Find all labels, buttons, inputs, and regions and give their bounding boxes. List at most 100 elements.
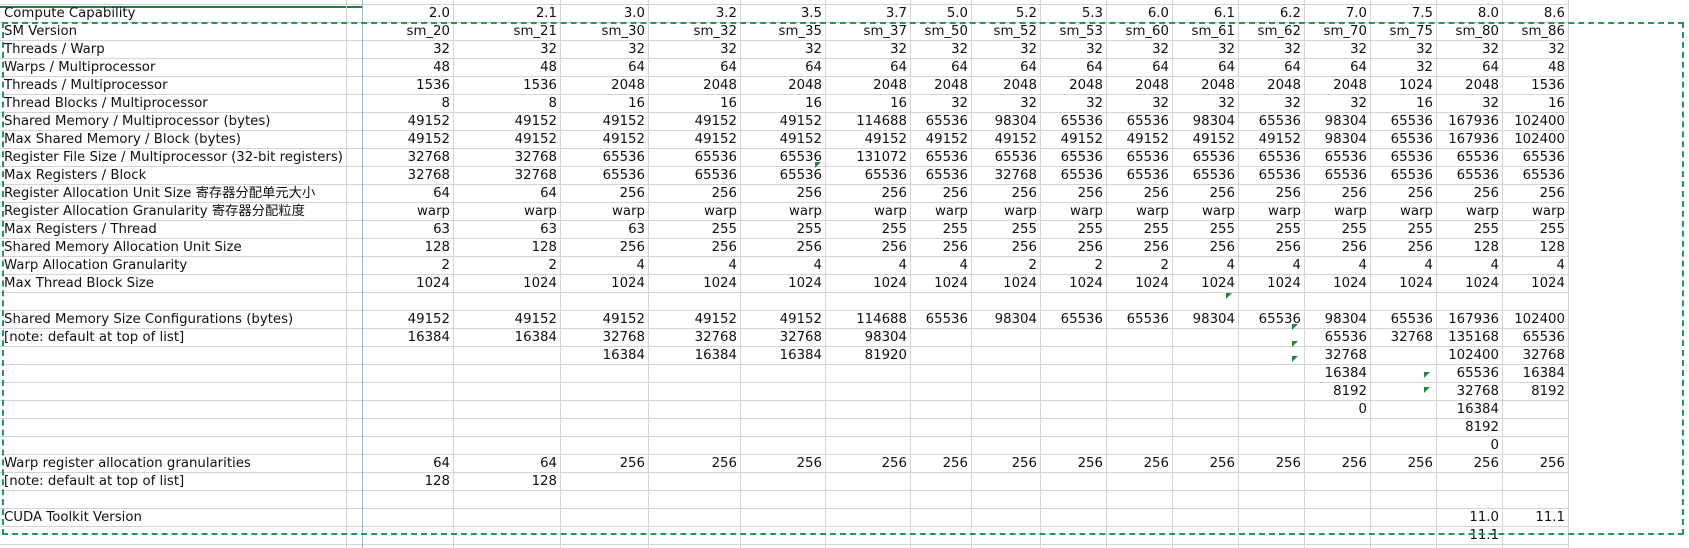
data-cell[interactable] [1172, 346, 1239, 365]
data-cell[interactable] [1172, 526, 1239, 545]
row-label-cell[interactable]: Register File Size / Multiprocessor (32-… [0, 148, 347, 167]
data-cell[interactable] [1304, 0, 1371, 5]
data-cell[interactable] [346, 436, 454, 455]
data-cell[interactable] [648, 382, 741, 401]
data-cell[interactable]: 65536 [1238, 166, 1305, 185]
data-cell[interactable]: 32 [971, 94, 1041, 113]
data-cell[interactable]: 256 [910, 238, 972, 257]
data-cell[interactable] [971, 382, 1041, 401]
data-cell[interactable] [1238, 544, 1305, 548]
data-cell[interactable]: 49152 [560, 310, 649, 329]
data-cell[interactable]: 16384 [740, 346, 826, 365]
row-label-cell[interactable]: CUDA Toolkit Version [0, 508, 347, 527]
data-cell[interactable]: 4 [1370, 256, 1437, 275]
data-cell[interactable] [1238, 400, 1305, 419]
data-cell[interactable] [560, 364, 649, 383]
data-cell[interactable]: 4 [1502, 256, 1569, 275]
data-cell[interactable] [1040, 436, 1107, 455]
data-cell[interactable] [740, 508, 826, 527]
data-cell[interactable]: 98304 [971, 310, 1041, 329]
data-cell[interactable] [971, 436, 1041, 455]
data-cell[interactable]: 32 [971, 40, 1041, 59]
data-cell[interactable] [648, 490, 741, 509]
data-cell[interactable]: 1024 [971, 274, 1041, 293]
data-cell[interactable]: warp [971, 202, 1041, 221]
data-cell[interactable]: 128 [346, 238, 454, 257]
data-cell[interactable]: 8.0 [1436, 4, 1503, 23]
data-cell[interactable]: 32768 [1304, 346, 1371, 365]
data-cell[interactable] [560, 526, 649, 545]
data-cell[interactable]: 256 [1304, 184, 1371, 203]
data-cell[interactable]: 114688 [825, 310, 911, 329]
data-cell[interactable]: 65536 [1106, 166, 1173, 185]
data-cell[interactable]: 1024 [1436, 274, 1503, 293]
data-cell[interactable] [560, 436, 649, 455]
data-cell[interactable]: 65536 [1370, 166, 1437, 185]
row-label-cell[interactable] [0, 526, 347, 545]
data-cell[interactable]: 2048 [740, 76, 826, 95]
data-cell[interactable]: 32 [1238, 40, 1305, 59]
data-cell[interactable]: 49152 [453, 112, 561, 131]
data-cell[interactable]: 65536 [1172, 148, 1239, 167]
data-cell[interactable] [1106, 544, 1173, 548]
data-cell[interactable] [1238, 382, 1305, 401]
data-cell[interactable]: 256 [825, 184, 911, 203]
data-cell[interactable]: 49152 [346, 112, 454, 131]
data-cell[interactable] [560, 382, 649, 401]
data-cell[interactable] [1106, 436, 1173, 455]
data-cell[interactable]: 98304 [1304, 310, 1371, 329]
data-cell[interactable]: 102400 [1502, 112, 1569, 131]
data-cell[interactable]: 1024 [560, 274, 649, 293]
data-cell[interactable] [1370, 292, 1437, 311]
data-cell[interactable] [1502, 436, 1569, 455]
data-cell[interactable]: 135168 [1436, 328, 1503, 347]
data-cell[interactable]: 255 [1436, 220, 1503, 239]
data-cell[interactable]: 16384 [1436, 400, 1503, 419]
data-cell[interactable] [1106, 0, 1173, 5]
data-cell[interactable] [1106, 472, 1173, 491]
row-label-cell[interactable]: Thread Blocks / Multiprocessor [0, 94, 347, 113]
row-label-cell[interactable]: Shared Memory Size Configurations (bytes… [0, 310, 347, 329]
data-cell[interactable]: 255 [910, 220, 972, 239]
data-cell[interactable]: 16 [648, 94, 741, 113]
data-cell[interactable]: 4 [1238, 256, 1305, 275]
data-cell[interactable]: 128 [1502, 238, 1569, 257]
data-cell[interactable] [1238, 508, 1305, 527]
data-cell[interactable]: 64 [346, 184, 454, 203]
data-cell[interactable]: 2048 [648, 76, 741, 95]
data-cell[interactable] [1172, 472, 1239, 491]
data-cell[interactable] [971, 364, 1041, 383]
data-cell[interactable]: 11.1 [1502, 508, 1569, 527]
data-cell[interactable] [346, 364, 454, 383]
data-cell[interactable]: sm_75 [1370, 22, 1437, 41]
data-cell[interactable]: 64 [825, 58, 911, 77]
data-cell[interactable] [740, 292, 826, 311]
data-cell[interactable]: 2048 [1238, 76, 1305, 95]
data-cell[interactable]: 4 [560, 256, 649, 275]
data-cell[interactable]: 16384 [453, 328, 561, 347]
data-cell[interactable] [560, 508, 649, 527]
data-cell[interactable]: 4 [740, 256, 826, 275]
data-cell[interactable]: 32 [1502, 40, 1569, 59]
data-cell[interactable] [1502, 526, 1569, 545]
data-cell[interactable]: 256 [1238, 454, 1305, 473]
data-cell[interactable]: 32 [1304, 94, 1371, 113]
row-label-cell[interactable] [0, 418, 347, 437]
data-cell[interactable] [346, 400, 454, 419]
data-cell[interactable]: warp [1502, 202, 1569, 221]
data-cell[interactable] [1040, 328, 1107, 347]
data-cell[interactable] [1238, 0, 1305, 5]
data-cell[interactable] [346, 544, 454, 548]
data-cell[interactable] [453, 490, 561, 509]
data-cell[interactable]: 1024 [346, 274, 454, 293]
data-cell[interactable] [1304, 508, 1371, 527]
data-cell[interactable]: 65536 [1238, 148, 1305, 167]
data-cell[interactable]: 64 [1106, 58, 1173, 77]
data-cell[interactable]: 1024 [1370, 76, 1437, 95]
data-cell[interactable] [1040, 364, 1107, 383]
data-cell[interactable]: 65536 [825, 166, 911, 185]
data-cell[interactable]: 32768 [648, 328, 741, 347]
data-cell[interactable]: 256 [1304, 454, 1371, 473]
data-cell[interactable] [910, 490, 972, 509]
data-cell[interactable]: 1024 [740, 274, 826, 293]
